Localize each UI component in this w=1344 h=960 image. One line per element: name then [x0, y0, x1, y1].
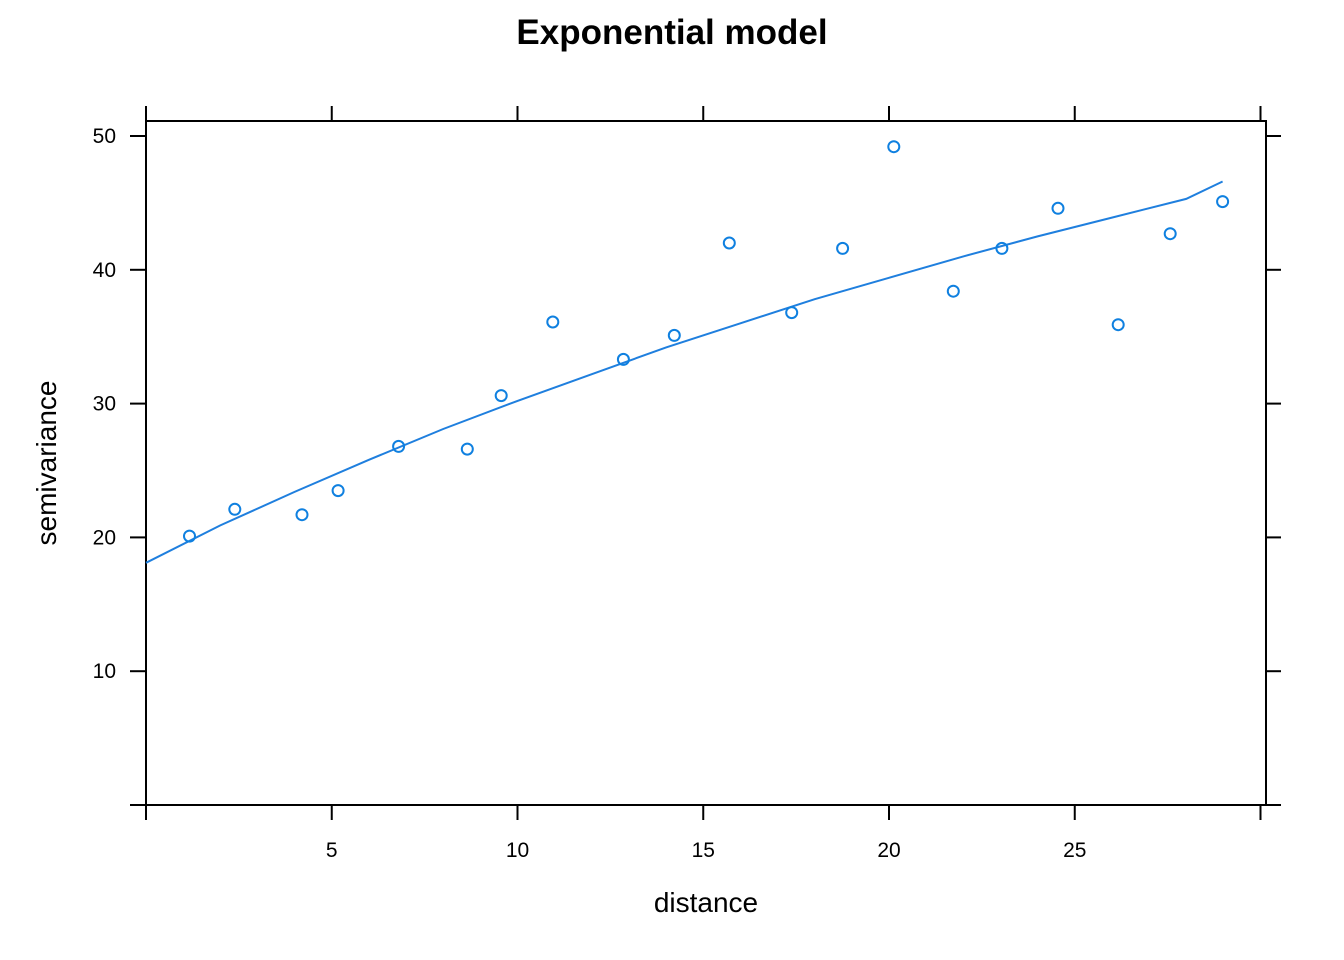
y-tick-label: 50: [93, 125, 116, 148]
data-point: [392, 439, 406, 453]
data-point: [616, 352, 630, 366]
y-tick-label: 40: [93, 259, 116, 282]
y-axis-ticks: 10 20 30 40 50: [93, 125, 1281, 806]
y-axis-label: semivariance: [31, 381, 62, 546]
data-point: [995, 241, 1009, 255]
data-point: [228, 502, 242, 516]
data-point: [1163, 227, 1177, 241]
y-tick-label: 10: [93, 660, 116, 683]
data-point: [546, 315, 560, 329]
x-tick-label: 15: [692, 839, 715, 862]
x-tick-label: 10: [506, 839, 529, 862]
data-point: [183, 529, 196, 543]
data-point: [667, 328, 681, 342]
data-point: [1216, 195, 1230, 209]
data-point: [1111, 318, 1125, 332]
data-point: [887, 140, 901, 154]
data-point: [331, 484, 345, 498]
data-point: [494, 389, 508, 403]
data-point: [460, 442, 474, 456]
data-point: [295, 508, 309, 522]
data-points: [183, 140, 1230, 543]
x-tick-label: 25: [1063, 839, 1086, 862]
plot-frame: [145, 120, 1267, 806]
y-tick-label: 20: [93, 526, 116, 549]
x-axis-ticks: 5 10 15 20 25: [145, 106, 1262, 862]
data-point: [785, 306, 799, 320]
data-point: [722, 236, 736, 250]
data-point: [946, 284, 960, 298]
x-tick-label: 5: [326, 839, 338, 862]
data-point: [836, 241, 850, 255]
x-tick-label: 20: [877, 839, 900, 862]
fitted-model-line: [145, 180, 1224, 564]
data-point: [1051, 201, 1065, 215]
y-tick-label: 30: [93, 393, 116, 416]
chart-title: Exponential model: [516, 13, 827, 52]
x-axis-label: distance: [654, 887, 758, 918]
